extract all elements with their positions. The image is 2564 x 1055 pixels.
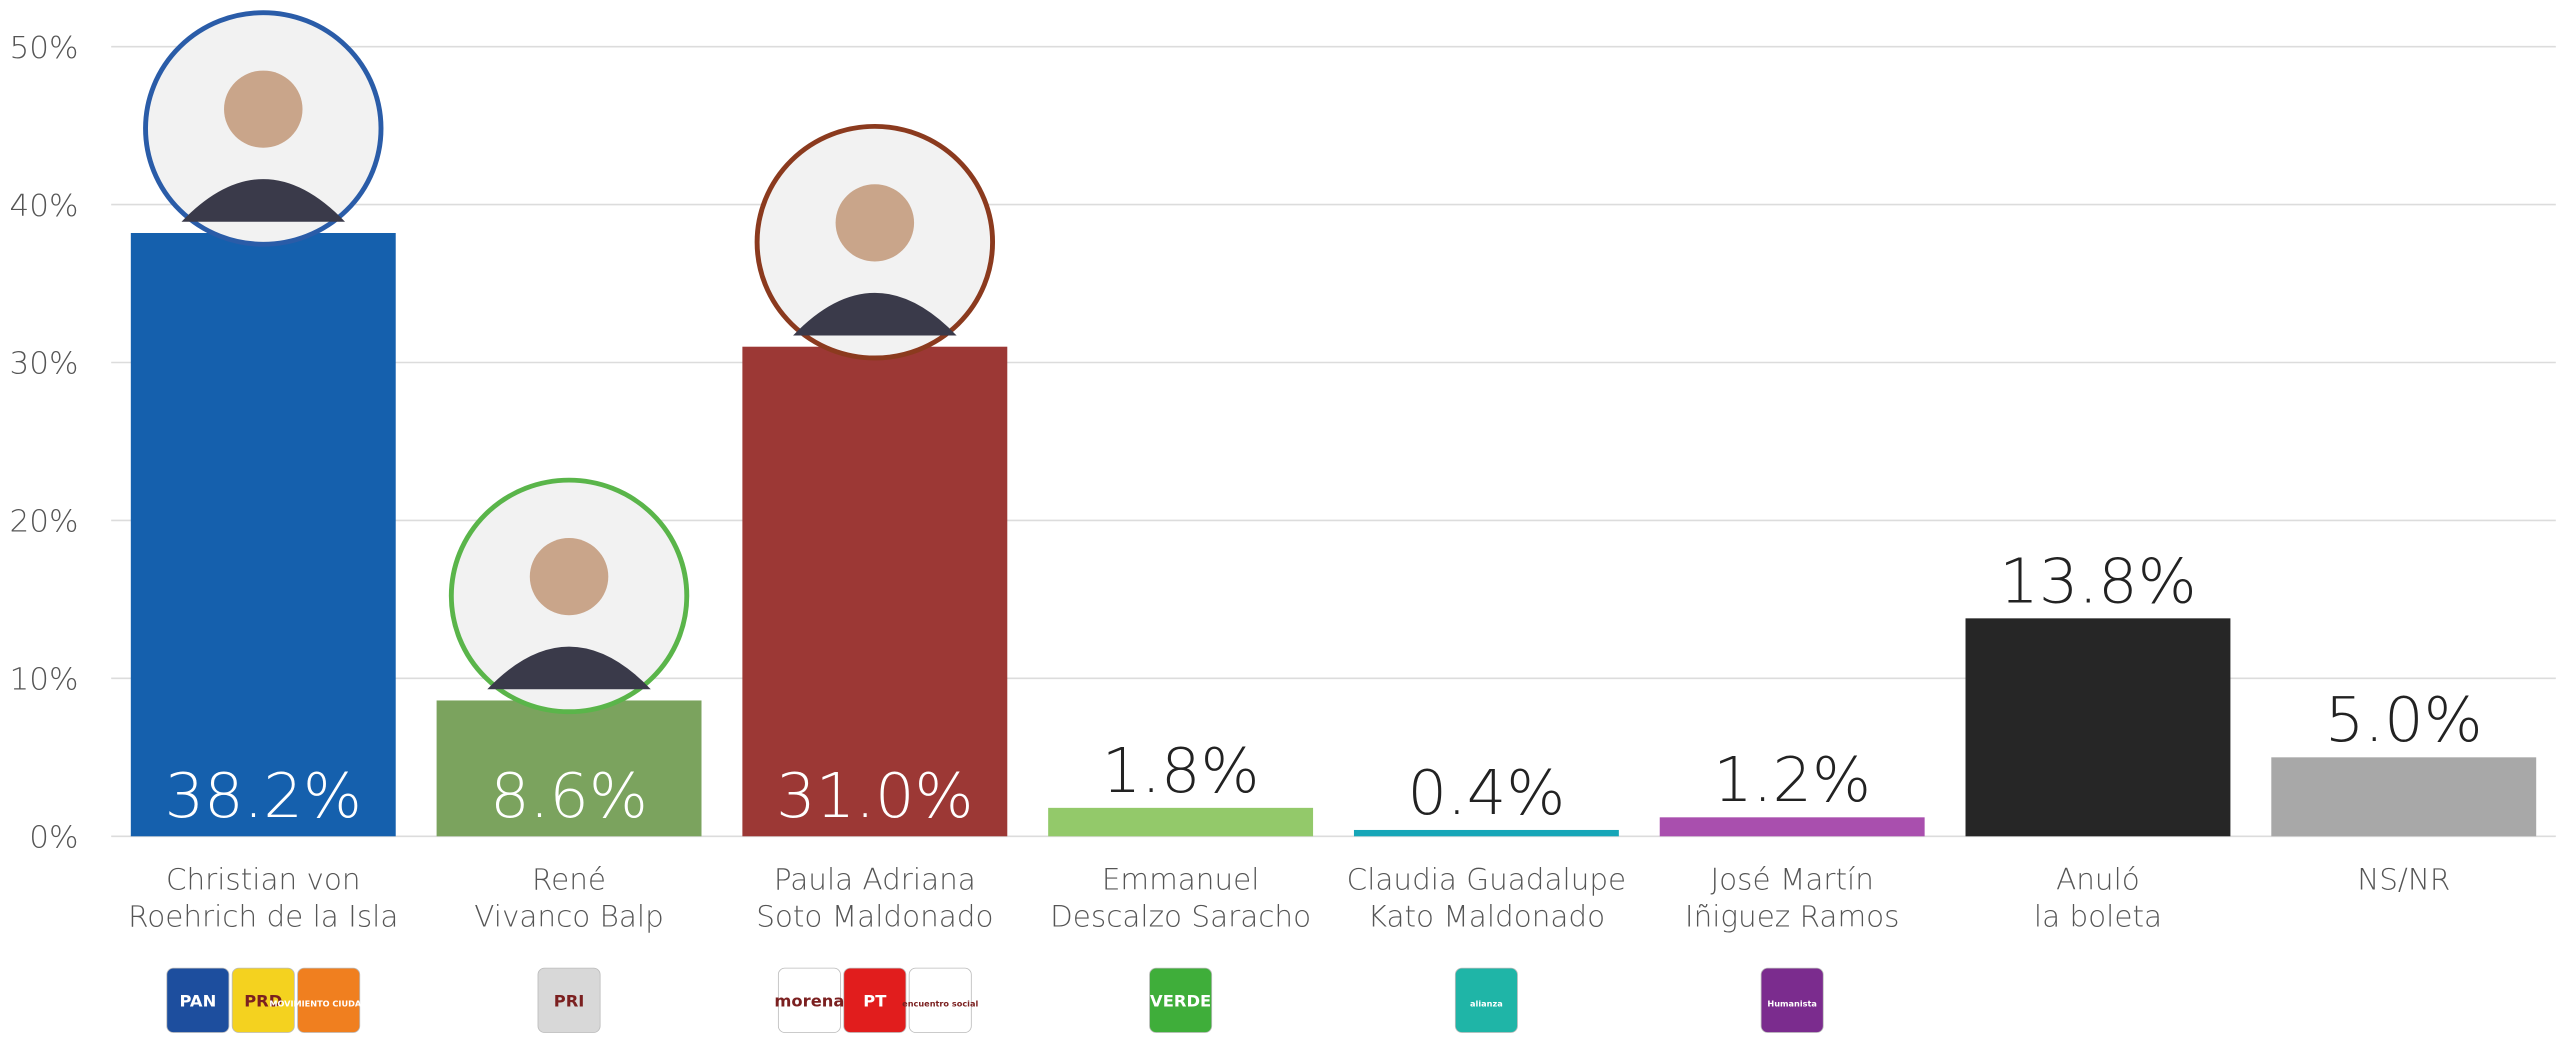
photo-head: [529, 538, 609, 616]
bar: [2271, 757, 2537, 837]
party-logo: [908, 967, 972, 1033]
party-logo: [777, 967, 841, 1033]
x-tick-label: José Martín Iñiguez Ramos: [1685, 863, 1900, 934]
y-tick-label: 50%: [9, 30, 78, 66]
bar: [742, 346, 1008, 837]
value-label: 1.8%: [1102, 735, 1260, 806]
x-tick-label: Anuló la boleta: [2034, 863, 2162, 934]
candidate-photo: [448, 477, 690, 715]
x-tick-label: NS/NR: [2357, 863, 2450, 897]
party-logo: [843, 967, 907, 1033]
x-tick-label: Paula Adriana Soto Maldonado: [756, 863, 993, 934]
y-tick-label: 0%: [29, 820, 78, 856]
party-logo-text: morena: [774, 992, 844, 1011]
value-label: 8.6%: [490, 760, 648, 831]
party-logo-text: PRD: [244, 992, 282, 1011]
x-tick-line: Emmanuel: [1102, 863, 1260, 897]
bar: [436, 700, 702, 837]
party-logo-text: PRI: [554, 992, 585, 1011]
value-label: 1.2%: [1713, 745, 1871, 816]
party-logo-text: encuentro social: [902, 999, 978, 1009]
value-label: 13.8%: [1999, 546, 2196, 617]
x-tick-line: Kato Maldonado: [1368, 900, 1605, 934]
x-tick-label: Christian von Roehrich de la Isla: [128, 863, 398, 934]
value-label: 5.0%: [2325, 685, 2483, 756]
y-tick-label: 10%: [9, 662, 78, 698]
party-logo: [166, 967, 230, 1033]
party-logo-text: VERDE: [1150, 992, 1211, 1011]
x-tick-line: Roehrich de la Isla: [128, 900, 398, 934]
y-tick-label: 30%: [9, 346, 78, 382]
photo-body: [181, 179, 346, 222]
x-tick-line: la boleta: [2034, 900, 2162, 934]
photo-body: [487, 646, 651, 690]
candidate-photo: [754, 123, 996, 361]
bar: [1048, 807, 1314, 837]
party-logo: [1454, 967, 1518, 1033]
x-tick-line: Iñiguez Ramos: [1685, 900, 1900, 934]
party-logo-text: MOVIMIENTO CIUDADANO: [269, 999, 388, 1009]
value-label: 31.0%: [776, 760, 973, 831]
candidate-photo: [143, 10, 384, 247]
x-tick-line: José Martín: [1710, 863, 1873, 897]
party-logo: [231, 967, 295, 1033]
photo-head: [224, 70, 303, 148]
party-logo: [537, 967, 601, 1033]
party-logo-text: PAN: [179, 992, 216, 1011]
photo-head: [835, 184, 915, 262]
x-tick-label: René Vivanco Balp: [474, 863, 663, 934]
x-tick-line: Claudia Guadalupe: [1347, 863, 1626, 897]
x-tick-line: Vivanco Balp: [474, 900, 663, 934]
x-tick-label: Claudia Guadalupe Kato Maldonado: [1347, 863, 1626, 934]
photo-body: [793, 292, 957, 336]
x-tick-line: NS/NR: [2357, 863, 2450, 897]
party-logo-text: Humanista: [1767, 999, 1817, 1009]
x-tick-line: René: [532, 863, 606, 897]
x-tick-line: Soto Maldonado: [756, 900, 993, 934]
party-logo-text: PT: [863, 992, 886, 1011]
y-tick-label: 40%: [9, 188, 78, 224]
x-tick-line: Paula Adriana: [774, 863, 976, 897]
x-tick-line: Christian von: [166, 863, 361, 897]
x-tick-line: Anuló: [2056, 863, 2140, 897]
bar: [130, 232, 396, 837]
value-label: 38.2%: [165, 760, 362, 831]
party-logo-text: alianza: [1470, 999, 1503, 1009]
y-tick-label: 20%: [9, 504, 78, 540]
bar: [1353, 829, 1619, 837]
bar: [1659, 817, 1925, 837]
x-tick-line: Descalzo Saracho: [1050, 900, 1311, 934]
party-logo: [297, 967, 361, 1033]
party-logo: [1149, 967, 1213, 1033]
bar: [1965, 618, 2231, 837]
x-tick-label: Emmanuel Descalzo Saracho: [1050, 863, 1311, 934]
value-label: 0.4%: [1407, 757, 1565, 828]
party-logo: [1760, 967, 1824, 1033]
